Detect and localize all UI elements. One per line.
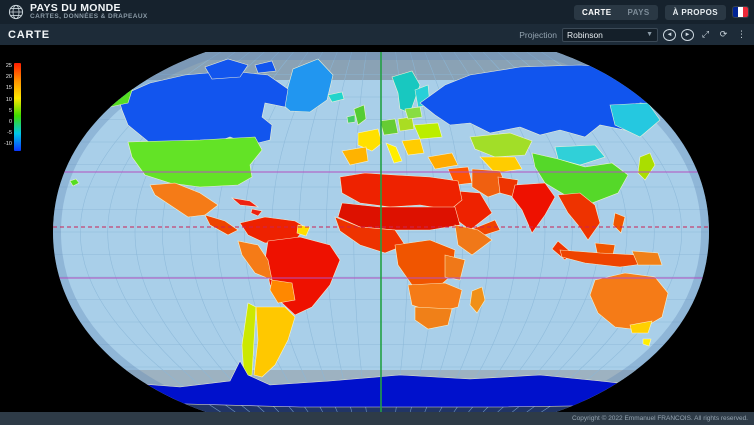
country-poland[interactable]: [397, 116, 415, 132]
country-tasmania[interactable]: [642, 338, 652, 347]
temperature-legend: 25 20 15 10 5 0 -5 -10: [4, 63, 21, 151]
region-north-africa[interactable]: [339, 172, 463, 211]
legend-tick: 0: [8, 119, 12, 126]
region-southern-africa[interactable]: [407, 282, 463, 314]
country-argentina[interactable]: [253, 306, 296, 378]
country-new-zealand[interactable]: [677, 328, 693, 352]
country-united-kingdom[interactable]: [353, 104, 367, 126]
region-baltics[interactable]: [404, 106, 423, 120]
region-guianas[interactable]: [296, 224, 311, 237]
legend-tick: 5: [8, 107, 12, 114]
nav-group: CARTE PAYS: [573, 4, 658, 20]
legend-gradient-bar: [14, 63, 21, 151]
map-area: 25 20 15 10 5 0 -5 -10: [0, 45, 754, 412]
country-germany[interactable]: [379, 118, 399, 136]
country-spain[interactable]: [341, 146, 369, 166]
copyright-text: Copyright © 2022 Emmanuel FRANCOIS. All …: [571, 415, 748, 422]
world-map[interactable]: [0, 45, 754, 412]
region-caribbean[interactable]: [231, 197, 263, 217]
region-central-america[interactable]: [204, 214, 239, 236]
country-bolivia[interactable]: [269, 279, 296, 304]
projection-value: Robinson: [567, 29, 603, 40]
region-south-australia[interactable]: [629, 320, 653, 334]
fullscreen-button[interactable]: ⤢: [699, 28, 712, 41]
more-options-button[interactable]: ⋮: [737, 29, 746, 39]
country-alaska[interactable]: [92, 79, 134, 108]
legend-tick: 25: [5, 63, 12, 69]
country-iran[interactable]: [471, 168, 509, 198]
region-east-africa[interactable]: [444, 254, 466, 281]
country-greenland[interactable]: [282, 58, 334, 113]
nav-carte[interactable]: CARTE: [574, 5, 620, 20]
header-bar: PAYS DU MONDE CARTES, DONNÉES & DRAPEAUX…: [0, 0, 754, 24]
nav-a-propos[interactable]: À PROPOS: [664, 4, 726, 20]
country-india[interactable]: [511, 182, 556, 234]
region-east-siberia[interactable]: [609, 102, 661, 138]
projection-select[interactable]: Robinson ▼: [562, 27, 658, 42]
next-projection-button[interactable]: ►: [681, 28, 694, 41]
country-philippines[interactable]: [612, 212, 626, 234]
legend-tick: 15: [5, 85, 12, 92]
refresh-button[interactable]: ⟳: [717, 28, 730, 41]
country-turkey[interactable]: [427, 152, 459, 170]
legend-tick: -10: [4, 141, 12, 148]
region-southeast-asia[interactable]: [557, 192, 601, 241]
previous-projection-button[interactable]: ◄: [663, 28, 676, 41]
country-indonesia[interactable]: [559, 249, 651, 268]
legend-tick: 20: [5, 74, 12, 81]
country-hawaii[interactable]: [69, 178, 80, 187]
region-balkans[interactable]: [401, 138, 425, 156]
country-france[interactable]: [357, 128, 383, 152]
brand[interactable]: PAYS DU MONDE CARTES, DONNÉES & DRAPEAUX: [8, 3, 148, 21]
country-ireland[interactable]: [346, 114, 356, 124]
app-subtitle: CARTES, DONNÉES & DRAPEAUX: [30, 13, 148, 21]
france-flag-icon[interactable]: [733, 7, 748, 17]
country-papua-new-guinea[interactable]: [631, 250, 663, 266]
page-title: CARTE: [8, 28, 50, 41]
country-south-africa[interactable]: [414, 306, 453, 330]
chevron-down-icon: ▼: [646, 31, 653, 38]
region-west-africa[interactable]: [334, 216, 406, 254]
footer-bar: Copyright © 2022 Emmanuel FRANCOIS. All …: [0, 412, 754, 425]
country-italy[interactable]: [385, 142, 403, 164]
country-ukraine[interactable]: [413, 122, 443, 140]
region-central-asia[interactable]: [479, 156, 523, 174]
country-canada-islands[interactable]: [204, 58, 277, 80]
region-horn-of-africa[interactable]: [454, 224, 493, 256]
map-toolbar: CARTE Projection Robinson ▼ ◄ ► ⤢ ⟳ ⋮: [0, 24, 754, 45]
globe-icon: [8, 4, 24, 20]
country-china[interactable]: [531, 152, 629, 204]
country-madagascar[interactable]: [469, 286, 486, 314]
nav-pays[interactable]: PAYS: [620, 5, 658, 20]
projection-label: Projection: [519, 29, 557, 40]
country-mongolia[interactable]: [554, 144, 606, 166]
legend-tick: -5: [7, 130, 12, 137]
country-kazakhstan[interactable]: [469, 132, 533, 158]
legend-tick-labels: 25 20 15 10 5 0 -5 -10: [4, 63, 12, 149]
country-iceland[interactable]: [327, 91, 345, 103]
app-title: PAYS DU MONDE: [30, 2, 121, 15]
legend-tick: 10: [5, 96, 12, 103]
